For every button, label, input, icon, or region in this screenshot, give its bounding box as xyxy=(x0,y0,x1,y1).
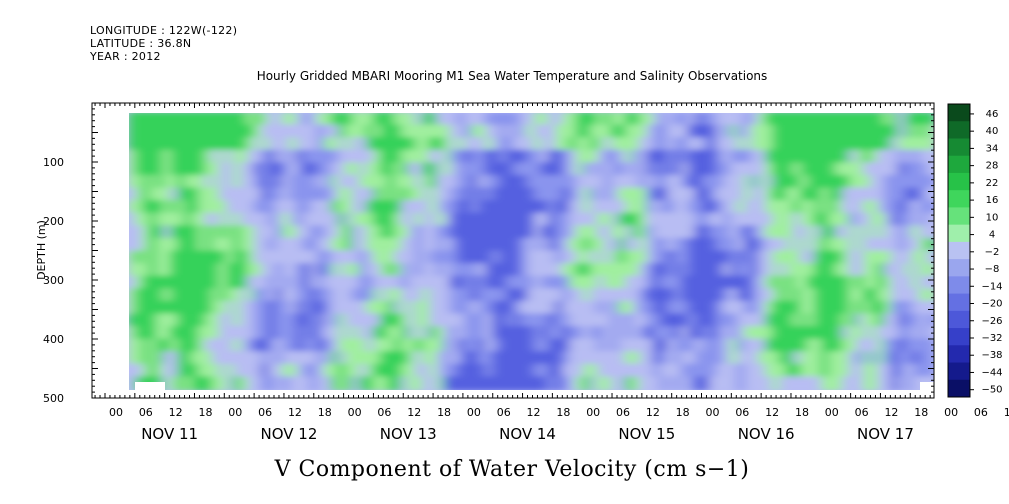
x-hour-label: 00 xyxy=(706,406,720,419)
x-hour-label: 00 xyxy=(825,406,839,419)
x-hour-label: 00 xyxy=(944,406,958,419)
missing-data-patch xyxy=(135,382,165,390)
colorbar-swatch xyxy=(948,104,970,122)
colorbar-label: 22 xyxy=(986,178,999,189)
x-axis: 00 06 12 18 00 06 12 18 00 06 12 18 00 06 12 18 00 06 12 18… xyxy=(94,103,1009,443)
x-hour-label: 18 xyxy=(198,406,212,419)
x-hour-label: 12 xyxy=(646,406,660,419)
colorbar-label: −20 xyxy=(981,299,1002,310)
colorbar-label: −2 xyxy=(985,247,1000,258)
x-hour-label: 18 xyxy=(437,406,451,419)
colorbar-label: −32 xyxy=(981,333,1002,344)
x-date-label: NOV 12 xyxy=(261,425,318,443)
x-axis-label: V Component of Water Velocity (cm s−1) xyxy=(274,457,750,482)
colorbar-label: 46 xyxy=(986,109,999,120)
x-hour-label: 06 xyxy=(735,406,749,419)
x-hour-label: 12 xyxy=(765,406,779,419)
x-hour-label: 06 xyxy=(855,406,869,419)
colorbar-label: 40 xyxy=(986,126,999,137)
colorbar-label: 4 xyxy=(989,230,995,241)
x-hour-label: 06 xyxy=(974,406,988,419)
x-hour-label: 06 xyxy=(258,406,272,419)
latitude-label: LATITUDE : 36.8N xyxy=(90,37,192,50)
colorbar-label: −50 xyxy=(981,385,1002,396)
x-hour-label: 00 xyxy=(586,406,600,419)
colorbar-swatch xyxy=(948,155,970,174)
colorbar-swatch xyxy=(948,172,970,191)
x-date-label: NOV 13 xyxy=(380,425,437,443)
colorbar-swatch xyxy=(948,207,970,226)
year-label: YEAR : 2012 xyxy=(90,50,161,63)
colorbar-swatch xyxy=(948,328,970,346)
x-date-label: NOV 11 xyxy=(141,425,198,443)
colorbar-label: −44 xyxy=(981,367,1002,378)
colorbar-label: −26 xyxy=(981,316,1002,327)
colorbar-swatch xyxy=(948,138,970,157)
x-hour-label: 12 xyxy=(169,406,183,419)
longitude-label: LONGITUDE : 122W(-122) xyxy=(90,24,238,37)
x-date-label: NOV 17 xyxy=(857,425,914,443)
colorbar-label: −8 xyxy=(985,264,1000,275)
colorbar-swatch xyxy=(948,190,970,208)
x-hour-label: 18 xyxy=(676,406,690,419)
x-hour-label: 12 xyxy=(288,406,302,419)
x-hour-label: 12 xyxy=(1004,406,1009,419)
x-hour-label: 06 xyxy=(139,406,153,419)
x-hour-label: 18 xyxy=(556,406,570,419)
colorbar-label: −14 xyxy=(981,281,1002,292)
colorbar-swatch xyxy=(948,362,970,381)
x-hour-label: 06 xyxy=(497,406,511,419)
x-hour-label: 06 xyxy=(616,406,630,419)
colorbar-label: 10 xyxy=(986,212,999,223)
colorbar-swatch xyxy=(948,121,970,139)
x-hour-label: 00 xyxy=(228,406,242,419)
colorbar-swatch xyxy=(948,276,970,295)
colorbar-swatch xyxy=(948,379,970,398)
missing-data-patch-right xyxy=(920,382,934,390)
x-hour-label: 12 xyxy=(884,406,898,419)
colorbar-label: 34 xyxy=(986,143,999,154)
colorbar-swatch xyxy=(948,241,970,260)
colorbar-label: 16 xyxy=(986,195,999,206)
y-tick-label: 300 xyxy=(43,274,64,287)
y-axis: 100 200 300 400 500 xyxy=(43,108,934,405)
x-hour-label: 12 xyxy=(407,406,421,419)
x-hour-label: 00 xyxy=(348,406,362,419)
x-date-label: NOV 16 xyxy=(738,425,795,443)
x-hour-label: 06 xyxy=(377,406,391,419)
colorbar-swatch xyxy=(948,293,970,312)
x-hour-label: 18 xyxy=(914,406,928,419)
x-date-label: NOV 15 xyxy=(618,425,675,443)
x-hour-label: 00 xyxy=(109,406,123,419)
colorbar-swatch xyxy=(948,310,970,329)
colorbar-swatch xyxy=(948,345,970,364)
x-date-label: NOV 14 xyxy=(499,425,556,443)
x-hour-label: 00 xyxy=(467,406,481,419)
colorbar-label: −38 xyxy=(981,350,1002,361)
chart-title: Hourly Gridded MBARI Mooring M1 Sea Wate… xyxy=(257,69,768,83)
y-tick-label: 200 xyxy=(43,215,64,228)
colorbar: 46 40 34 28 22 16 10 4 −2 −8 −14 −20 −26 −32 −38 −44 −50 xyxy=(947,103,1003,398)
y-axis-label: DEPTH (m) xyxy=(35,220,48,280)
heatmap-field xyxy=(129,113,934,390)
x-hour-label: 18 xyxy=(795,406,809,419)
colorbar-swatch xyxy=(948,259,970,277)
y-tick-label: 100 xyxy=(43,156,64,169)
x-hour-label: 18 xyxy=(318,406,332,419)
colorbar-label: 28 xyxy=(986,161,999,172)
x-hour-label: 12 xyxy=(527,406,541,419)
y-tick-label: 500 xyxy=(43,392,64,405)
colorbar-swatch xyxy=(948,224,970,243)
y-tick-label: 400 xyxy=(43,333,64,346)
